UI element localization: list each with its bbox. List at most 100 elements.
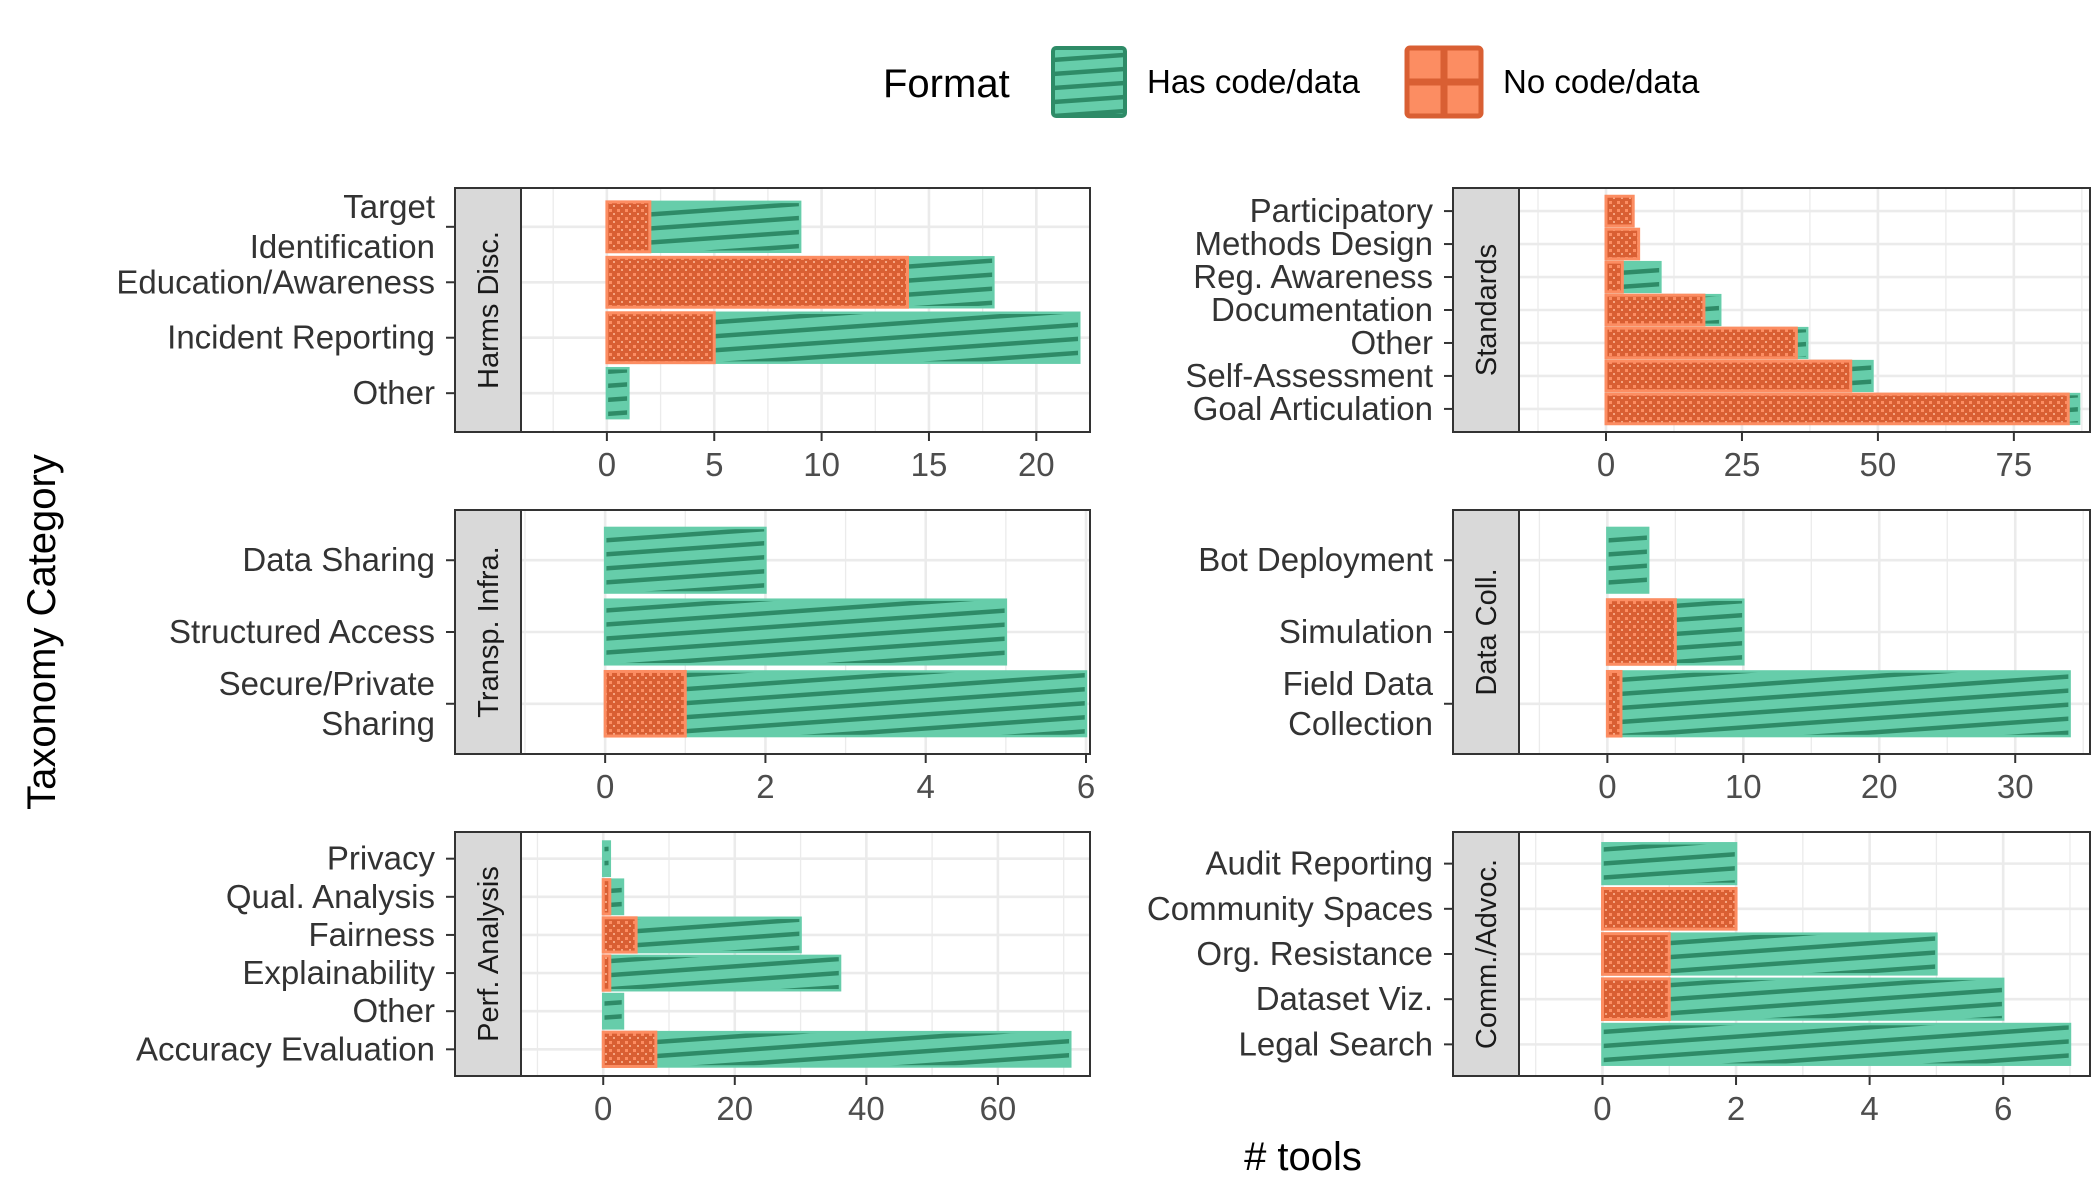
facet-label-comm-advoc: Comm./Advoc. xyxy=(1471,859,1503,1049)
x-tick-label: 6 xyxy=(1994,1090,2012,1127)
facet-strip-comm-advoc xyxy=(1452,831,1520,1077)
x-tick-label: 75 xyxy=(1996,446,2033,483)
x-axis-title: # tools xyxy=(1244,1135,1362,1179)
x-tick-label: 15 xyxy=(911,446,948,483)
bar-no-goal-articulation xyxy=(1604,392,2070,426)
bar-has-data-sharing xyxy=(603,526,767,594)
bar-no-qual-analysis xyxy=(601,878,612,916)
bars-harms-disc xyxy=(605,200,1081,420)
bars-standards xyxy=(1604,194,2081,426)
category-label: Field Data Collection xyxy=(1283,665,1434,742)
category-label: Other xyxy=(1350,324,1433,361)
category-label: Participatory xyxy=(1250,192,1434,229)
category-label: Incident Reporting xyxy=(167,319,435,356)
bar-no-community-spaces xyxy=(1600,886,1738,931)
category-label: Target Identification xyxy=(250,188,435,265)
category-label: Fairness xyxy=(308,916,435,953)
x-tick-label: 40 xyxy=(848,1090,885,1127)
panel-data-coll: Data Coll. Bot Deployment Simulation Field … xyxy=(1198,509,2091,805)
y-tick-labels-transp-infra: Data Sharing Structured Access Secure/Priv… xyxy=(169,541,455,742)
category-label: Secure/Private Sharing xyxy=(219,665,435,742)
category-label: Audit Reporting xyxy=(1206,845,1433,882)
bar-no-fairness xyxy=(601,916,638,954)
x-tick-label: 20 xyxy=(1018,446,1055,483)
x-tick-label: 10 xyxy=(1725,768,1762,805)
x-tick-label: 60 xyxy=(980,1090,1017,1127)
bar-has-privacy xyxy=(601,840,612,878)
bar-no-simulation xyxy=(1605,598,1677,666)
category-label: Legal Search xyxy=(1239,1025,1433,1062)
facet-label-data-coll: Data Coll. xyxy=(1471,568,1503,695)
x-tick-label: 0 xyxy=(1593,1090,1611,1127)
y-tick-labels-data-coll: Bot Deployment Simulation Field Data Collec… xyxy=(1198,541,1453,742)
category-label: Qual. Analysis xyxy=(226,878,435,915)
x-tick-label: 2 xyxy=(756,768,774,805)
x-tick-labels-data-coll: 0 10 20 30 xyxy=(1598,754,2034,805)
bar-no-org-resistance xyxy=(1600,932,1671,976)
x-tick-label: 4 xyxy=(1860,1090,1878,1127)
legend-title: Format xyxy=(883,62,1010,106)
x-tick-labels-transp-infra: 0 2 4 6 xyxy=(596,754,1095,805)
facet-label-harms-disc: Harms Disc. xyxy=(473,231,505,389)
panel-harms-disc: Harms Disc. Target IdentificationEducation… xyxy=(116,187,1091,483)
x-tick-labels-standards: 0 25 50 75 xyxy=(1597,432,2032,483)
category-label: Community Spaces xyxy=(1147,890,1433,927)
bars-perf-analysis xyxy=(601,840,1072,1068)
facet-label-perf-analysis: Perf. Analysis xyxy=(473,866,505,1042)
facet-strip-data-coll xyxy=(1452,509,1520,755)
category-label: Org. Resistance xyxy=(1196,935,1433,972)
category-label: Dataset Viz. xyxy=(1256,980,1433,1017)
x-tick-label: 6 xyxy=(1077,768,1095,805)
x-tick-label: 0 xyxy=(594,1090,612,1127)
category-label: Accuracy Evaluation xyxy=(136,1030,435,1067)
category-label: Other xyxy=(352,992,435,1029)
bar-has-field-data-collection xyxy=(1606,670,2071,738)
category-label: Self-Assessment xyxy=(1185,357,1433,394)
x-tick-label: 20 xyxy=(1861,768,1898,805)
panel-transp-infra: Transp. Infra. Data Sharing Structured Acc… xyxy=(169,509,1095,805)
x-tick-labels-perf-analysis: 0 20 40 60 xyxy=(594,1076,1016,1127)
bar-no-field-data-collection xyxy=(1605,669,1623,738)
category-label: Methods Design xyxy=(1195,225,1433,262)
category-label: Goal Articulation xyxy=(1193,390,1433,427)
category-label: Reg. Awareness xyxy=(1193,258,1433,295)
bar-has-bot-deployment xyxy=(1606,526,1650,594)
bar-has-other xyxy=(605,366,630,420)
facet-strip-standards xyxy=(1452,187,1520,433)
bar-no-methods-design xyxy=(1604,227,1641,261)
panel-comm-advoc: Comm./Advoc. Audit Reporting Community Spa… xyxy=(1147,831,2091,1127)
x-tick-label: 25 xyxy=(1724,446,1761,483)
legend-label-no: No code/data xyxy=(1503,63,1700,100)
category-label: Explainability xyxy=(242,954,435,991)
panel-border xyxy=(454,831,1091,1077)
category-label: Documentation xyxy=(1211,291,1433,328)
bars-data-coll xyxy=(1605,526,2071,738)
bar-no-participatory xyxy=(1604,194,1635,228)
category-label: Simulation xyxy=(1279,613,1433,650)
bars-comm-advoc xyxy=(1600,842,2072,1066)
bar-has-explainability xyxy=(601,954,842,992)
category-label: Privacy xyxy=(327,840,436,877)
category-label: Data Sharing xyxy=(242,541,435,578)
bar-no-target-identification xyxy=(605,200,652,254)
panel-border xyxy=(454,187,1091,433)
x-tick-label: 30 xyxy=(1997,768,2034,805)
x-tick-label: 20 xyxy=(716,1090,753,1127)
bars-transp-infra xyxy=(603,526,1088,738)
category-label: Bot Deployment xyxy=(1198,541,1433,578)
x-tick-labels-comm-advoc: 0 2 4 6 xyxy=(1593,1076,2012,1127)
x-tick-label: 2 xyxy=(1727,1090,1745,1127)
x-tick-label: 10 xyxy=(803,446,840,483)
x-tick-label: 0 xyxy=(1598,768,1616,805)
bar-no-incident-reporting xyxy=(605,311,716,365)
bar-no-other xyxy=(1604,326,1798,360)
legend-label-has: Has code/data xyxy=(1147,63,1360,100)
facet-label-transp-infra: Transp. Infra. xyxy=(473,546,505,717)
facet-label-standards: Standards xyxy=(1471,244,1503,376)
bar-has-accuracy-evaluation xyxy=(601,1030,1072,1068)
bar-no-accuracy-evaluation xyxy=(601,1030,658,1068)
x-tick-label: 4 xyxy=(917,768,935,805)
y-tick-labels-comm-advoc: Audit Reporting Community Spaces Org. Resi… xyxy=(1147,845,1453,1062)
